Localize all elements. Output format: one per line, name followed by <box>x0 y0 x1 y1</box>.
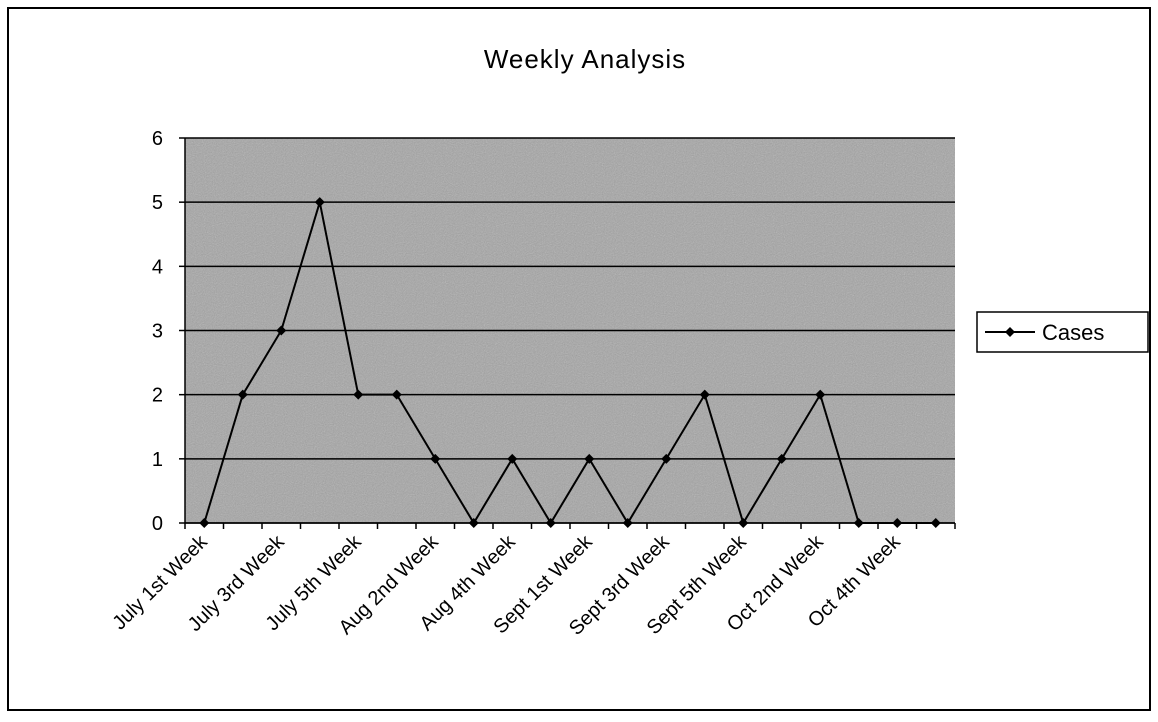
point <box>584 453 595 464</box>
y-tick-label: 2 <box>152 385 163 407</box>
point <box>738 518 749 528</box>
point <box>391 389 402 400</box>
y-tick-label: 0 <box>152 513 163 535</box>
point <box>353 389 364 400</box>
y-tick-label: 5 <box>152 192 163 214</box>
point <box>776 453 787 464</box>
y-tick-label: 6 <box>152 128 163 150</box>
series-line <box>203 201 936 526</box>
point <box>430 453 441 464</box>
chart-title: Weekly Analysis <box>484 44 686 74</box>
point <box>507 453 518 464</box>
point <box>276 325 287 336</box>
y-tick-label: 3 <box>152 321 163 343</box>
point <box>468 518 479 528</box>
point <box>661 453 672 464</box>
point <box>314 197 325 208</box>
legend-label: Cases <box>1042 320 1104 345</box>
point <box>930 518 941 528</box>
legend-marker <box>1005 327 1015 337</box>
point <box>699 389 710 400</box>
y-tick-label: 4 <box>152 256 163 278</box>
point <box>815 389 826 400</box>
legend <box>976 311 1149 353</box>
point <box>199 518 210 528</box>
point <box>545 518 556 528</box>
point <box>853 518 864 528</box>
point <box>237 389 248 400</box>
point <box>622 518 633 528</box>
point <box>892 518 903 528</box>
y-tick-label: 1 <box>152 449 163 471</box>
